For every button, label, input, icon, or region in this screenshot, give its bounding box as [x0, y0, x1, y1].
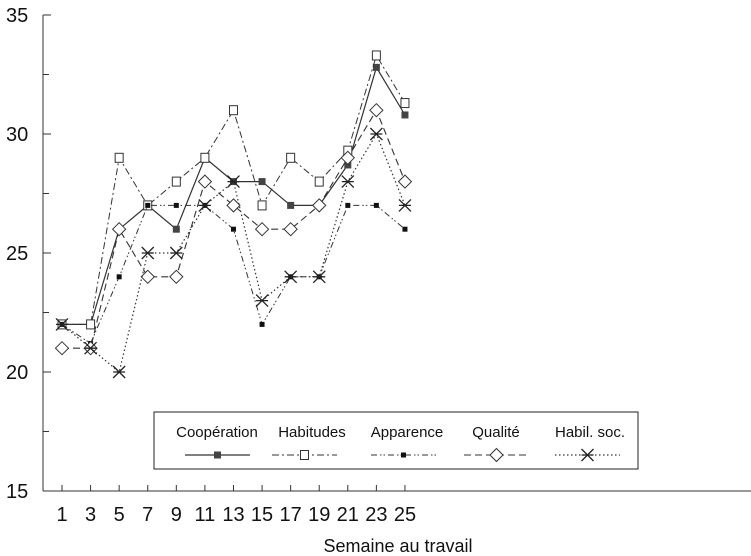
- series-2-point: [400, 98, 410, 109]
- x-tick-label: 9: [171, 504, 182, 526]
- x-tick-label: 25: [394, 504, 416, 526]
- legend-marker: [300, 450, 309, 460]
- series-4-point: [226, 198, 241, 213]
- series-3-point: [373, 202, 379, 208]
- series-5-point: [227, 175, 240, 189]
- series-5: [55, 127, 412, 379]
- series-5-point: [312, 270, 326, 284]
- series-4-point: [169, 269, 184, 285]
- x-tick-label: 15: [251, 504, 273, 526]
- series-2-point: [86, 319, 96, 330]
- series-5-point: [369, 127, 383, 141]
- series-5-point: [198, 198, 212, 212]
- series-1-point: [401, 111, 409, 119]
- series-1-point: [372, 63, 380, 71]
- series-4-point: [197, 174, 213, 189]
- series-2-point: [371, 50, 381, 61]
- series-5-point: [84, 341, 98, 355]
- y-tick-label: 30: [6, 124, 28, 146]
- series-3-point: [345, 202, 351, 208]
- series-5-point: [169, 246, 183, 260]
- x-axis-title: Semaine au travail: [323, 536, 472, 556]
- x-tick-label: 21: [337, 504, 359, 526]
- x-tick-label: 5: [114, 504, 125, 526]
- x-tick-label: 17: [280, 504, 302, 526]
- series-5-point: [284, 270, 298, 284]
- series-3-point: [402, 226, 408, 232]
- series-2-line: [62, 54, 406, 325]
- series-3-line: [61, 204, 406, 345]
- y-axis-ticks: 15 20 25 30 35: [6, 5, 51, 503]
- series-3-point: [173, 202, 179, 208]
- series-2-point: [171, 176, 181, 187]
- series-5-point: [141, 246, 155, 260]
- series-3-point: [145, 202, 151, 208]
- series-layer: [54, 50, 413, 379]
- series-1-point: [287, 201, 295, 209]
- y-tick-label: 25: [6, 243, 28, 265]
- y-tick-label: 35: [6, 5, 28, 27]
- series-2-point: [286, 152, 296, 163]
- legend: Coopération Habitudes Apparence Qualité Habi…: [153, 411, 639, 470]
- series-2: [57, 50, 410, 330]
- series-4-point: [312, 198, 327, 213]
- x-axis-ticks: 1 3 5 7 9 11 13 15 17 19 21 23 25: [56, 485, 416, 526]
- legend-label: Apparence: [371, 424, 444, 441]
- legend-label: Habitudes: [278, 424, 346, 441]
- y-tick-label: 15: [6, 481, 28, 503]
- series-3-point: [259, 321, 265, 327]
- x-tick-label: 23: [365, 504, 387, 526]
- series-2-point: [200, 152, 210, 163]
- series-5-point: [398, 198, 412, 212]
- legend-box: [153, 411, 639, 470]
- series-5-point: [112, 365, 126, 379]
- x-tick-label: 11: [195, 504, 216, 526]
- y-tick-label: 20: [6, 362, 28, 384]
- series-4-point: [54, 340, 70, 356]
- series-4: [54, 102, 413, 356]
- series-4-point: [140, 269, 155, 285]
- series-5-point: [341, 175, 355, 189]
- series-1-point: [172, 225, 180, 233]
- x-tick-label: 13: [222, 504, 244, 526]
- series-4-point: [397, 174, 413, 189]
- series-1-point: [258, 178, 266, 186]
- series-4-point: [369, 102, 384, 118]
- series-2-point: [257, 200, 267, 211]
- legend-label: Coopération: [176, 424, 258, 441]
- series-3-point: [116, 274, 122, 280]
- series-2-point: [314, 176, 324, 187]
- legend-marker: [401, 452, 406, 458]
- series-5-point: [255, 294, 269, 308]
- x-tick-label: 19: [308, 504, 330, 526]
- series-5-point: [55, 317, 69, 331]
- x-tick-label: 3: [85, 504, 96, 526]
- legend-marker: [214, 451, 221, 459]
- x-tick-label: 1: [56, 504, 67, 526]
- legend-label: Qualité: [472, 424, 520, 441]
- series-4-point: [111, 221, 127, 237]
- series-1: [58, 63, 409, 328]
- legend-marker: [581, 448, 594, 462]
- legend-marker: [489, 447, 504, 463]
- series-2-point: [228, 105, 238, 116]
- series-4-point: [283, 221, 298, 237]
- series-4-point: [340, 150, 356, 166]
- x-tick-label: 7: [142, 504, 153, 526]
- series-3: [59, 202, 408, 346]
- series-2-point: [114, 152, 124, 163]
- legend-label: Habil. soc.: [555, 424, 625, 441]
- series-3-point: [230, 226, 236, 232]
- series-4-point: [254, 221, 270, 237]
